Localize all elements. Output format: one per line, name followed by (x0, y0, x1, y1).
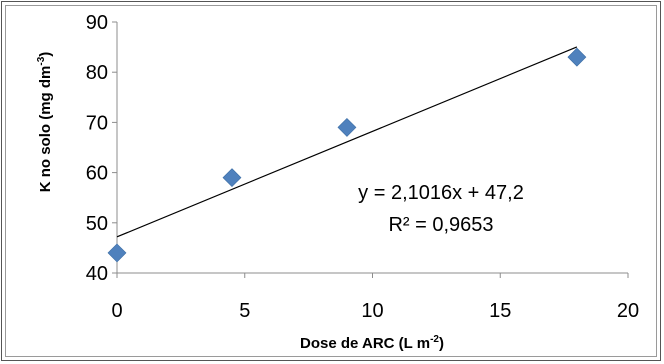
y-tick-label: 40 (86, 263, 108, 285)
x-tick-labels: 0 5 10 15 20 (111, 300, 639, 322)
y-tick-label: 60 (86, 163, 108, 185)
r-squared-value: 0,9653 (432, 214, 493, 236)
data-point (222, 168, 242, 188)
chart-frame-inner (5, 5, 657, 357)
r-squared-label: R² = 0,9653 (388, 214, 493, 236)
y-tick-label: 90 (86, 12, 108, 34)
y-axis-title: K no solo (mg dm-3) (36, 52, 54, 193)
r-squared-prefix: R² = (388, 214, 432, 236)
trendline-group (116, 46, 578, 238)
x-tick-label: 20 (617, 300, 639, 322)
trendline-equation: y = 2,1016x + 47,2 (358, 182, 524, 204)
data-point (567, 47, 587, 67)
y-tick-label: 80 (86, 62, 108, 84)
y-tick-labels: 40 50 60 70 80 90 (86, 12, 108, 285)
y-axis-title-sup: -3 (36, 56, 47, 65)
x-tick-label: 10 (361, 300, 383, 322)
y-axis-title-main: K no solo (mg dm (37, 66, 54, 193)
data-points (107, 47, 587, 263)
axes (112, 21, 629, 278)
x-tick-label: 15 (489, 300, 511, 322)
x-tick-label: 0 (111, 300, 122, 322)
x-axis-title-main: Dose de ARC (L m (300, 335, 430, 352)
x-axis-title: Dose de ARC (L m-2) (300, 334, 444, 352)
data-point (337, 117, 357, 137)
x-axis-title-close: ) (439, 335, 444, 352)
data-point (107, 243, 127, 263)
x-axis-title-sup: -2 (430, 334, 439, 345)
y-axis-title-close: ) (37, 52, 54, 57)
x-tick-label: 5 (239, 300, 250, 322)
trendline (116, 46, 578, 238)
y-tick-label: 50 (86, 213, 108, 235)
y-tick-label: 70 (86, 112, 108, 134)
